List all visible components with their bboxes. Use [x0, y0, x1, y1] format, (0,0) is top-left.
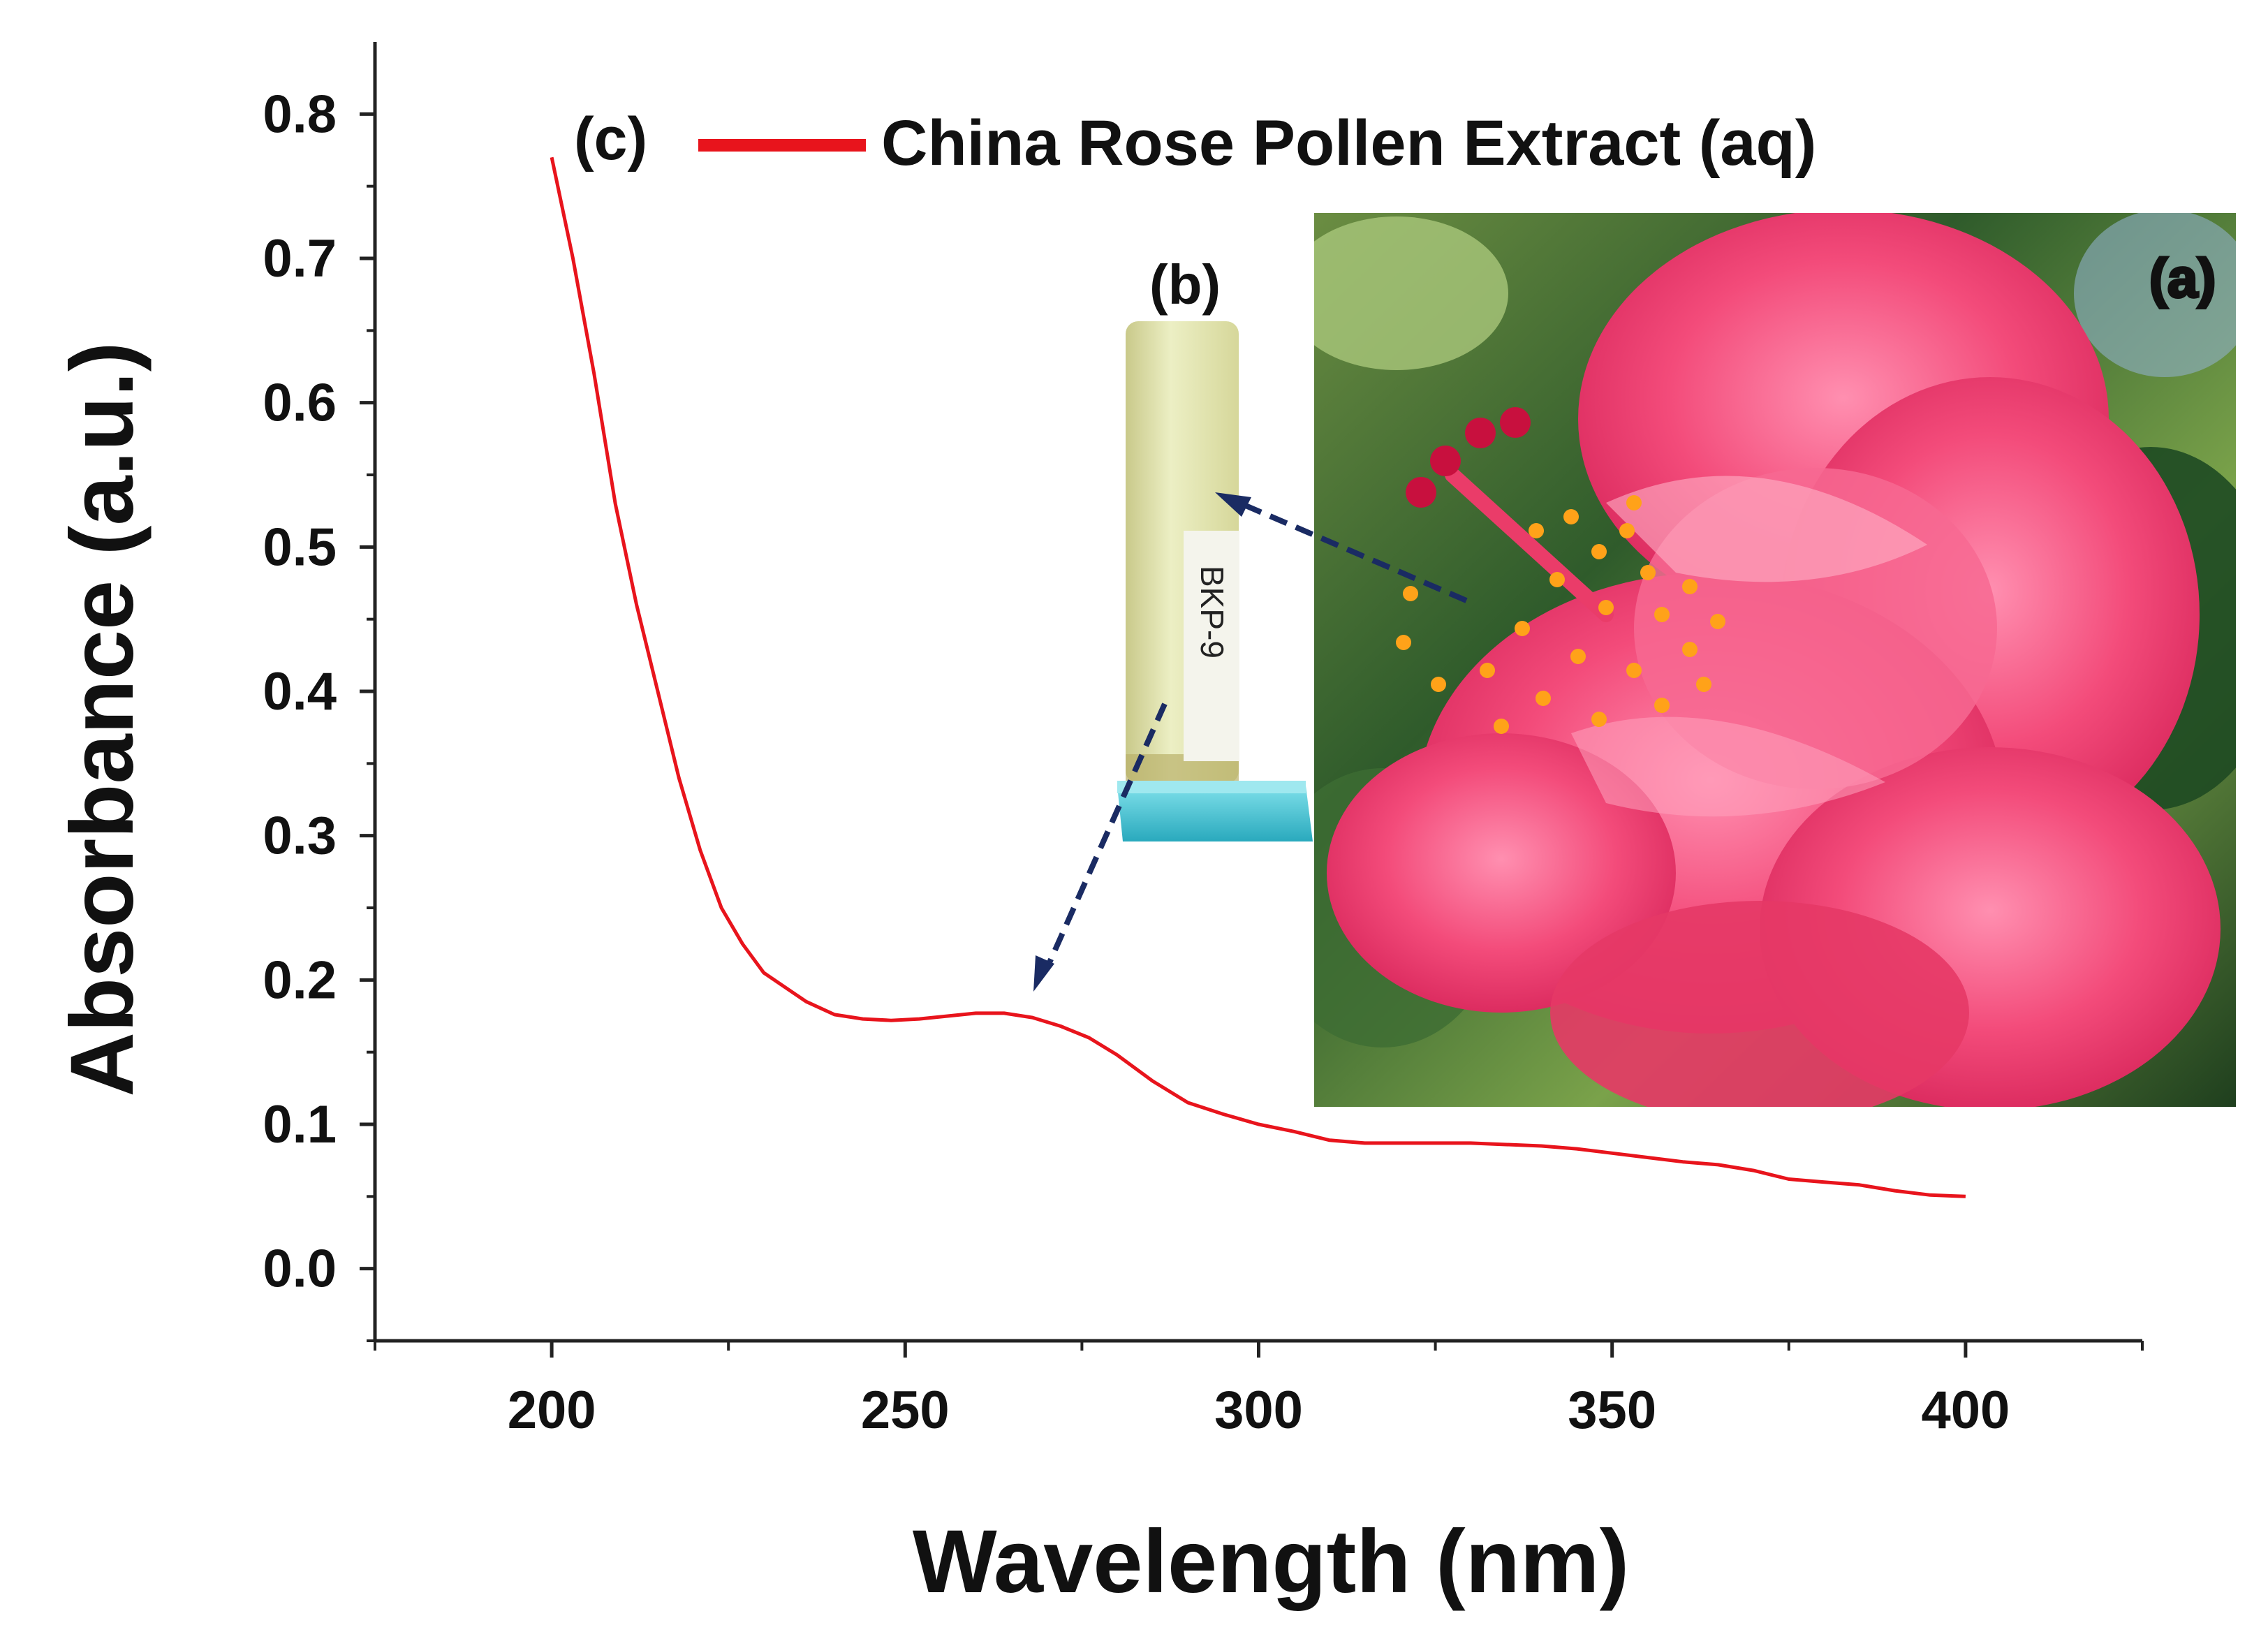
series-line-china-rose	[550, 156, 1966, 1198]
x-tick-label-1: 250	[861, 1381, 950, 1440]
x-tick-label-4: 400	[1921, 1381, 2010, 1440]
x-ticks: 200 250 300 350 400	[374, 1341, 2144, 1440]
x-tick-label-0: 200	[508, 1381, 596, 1440]
arrow-vial-to-curve	[1033, 703, 1168, 992]
y-tick-label-8: 0.8	[263, 84, 337, 144]
x-axis-title: Wavelength (nm)	[913, 1512, 1629, 1612]
y-tick-label-1: 0.1	[263, 1095, 337, 1154]
panel-label-c: (c)	[574, 105, 647, 172]
legend: (c) China Rose Pollen Extract (aq)	[574, 105, 1816, 179]
vial-inset: BKP-9	[1117, 321, 1313, 841]
arrow-flower-to-vial	[1215, 492, 1468, 603]
y-tick-label-7: 0.7	[263, 229, 337, 288]
y-ticks: 0.0 0.1 0.2 0.3 0.4 0.5 0.6 0.7 0.8	[263, 84, 375, 1342]
panel-label-a: (a)	[2149, 247, 2216, 309]
vial-label: BKP-9	[1194, 566, 1230, 659]
y-tick-label-3: 0.3	[263, 807, 337, 866]
x-tick-label-3: 350	[1568, 1381, 1656, 1440]
x-tick-label-2: 300	[1214, 1381, 1303, 1440]
y-tick-label-0: 0.0	[263, 1240, 337, 1299]
y-tick-label-2: 0.2	[263, 950, 337, 1010]
legend-label: China Rose Pollen Extract (aq)	[881, 108, 1816, 179]
y-tick-label-4: 0.4	[263, 662, 337, 721]
plot-axes: 0.0 0.1 0.2 0.3 0.4 0.5 0.6 0.7 0.8 200 250 300 350…	[263, 42, 2144, 1440]
y-tick-label-5: 0.5	[263, 517, 337, 577]
y-tick-label-6: 0.6	[263, 374, 337, 433]
y-axis-title: Absorbance (a.u.)	[52, 341, 152, 1096]
panel-label-b: (b)	[1149, 253, 1221, 316]
flower-photo-inset	[1314, 213, 2236, 1107]
